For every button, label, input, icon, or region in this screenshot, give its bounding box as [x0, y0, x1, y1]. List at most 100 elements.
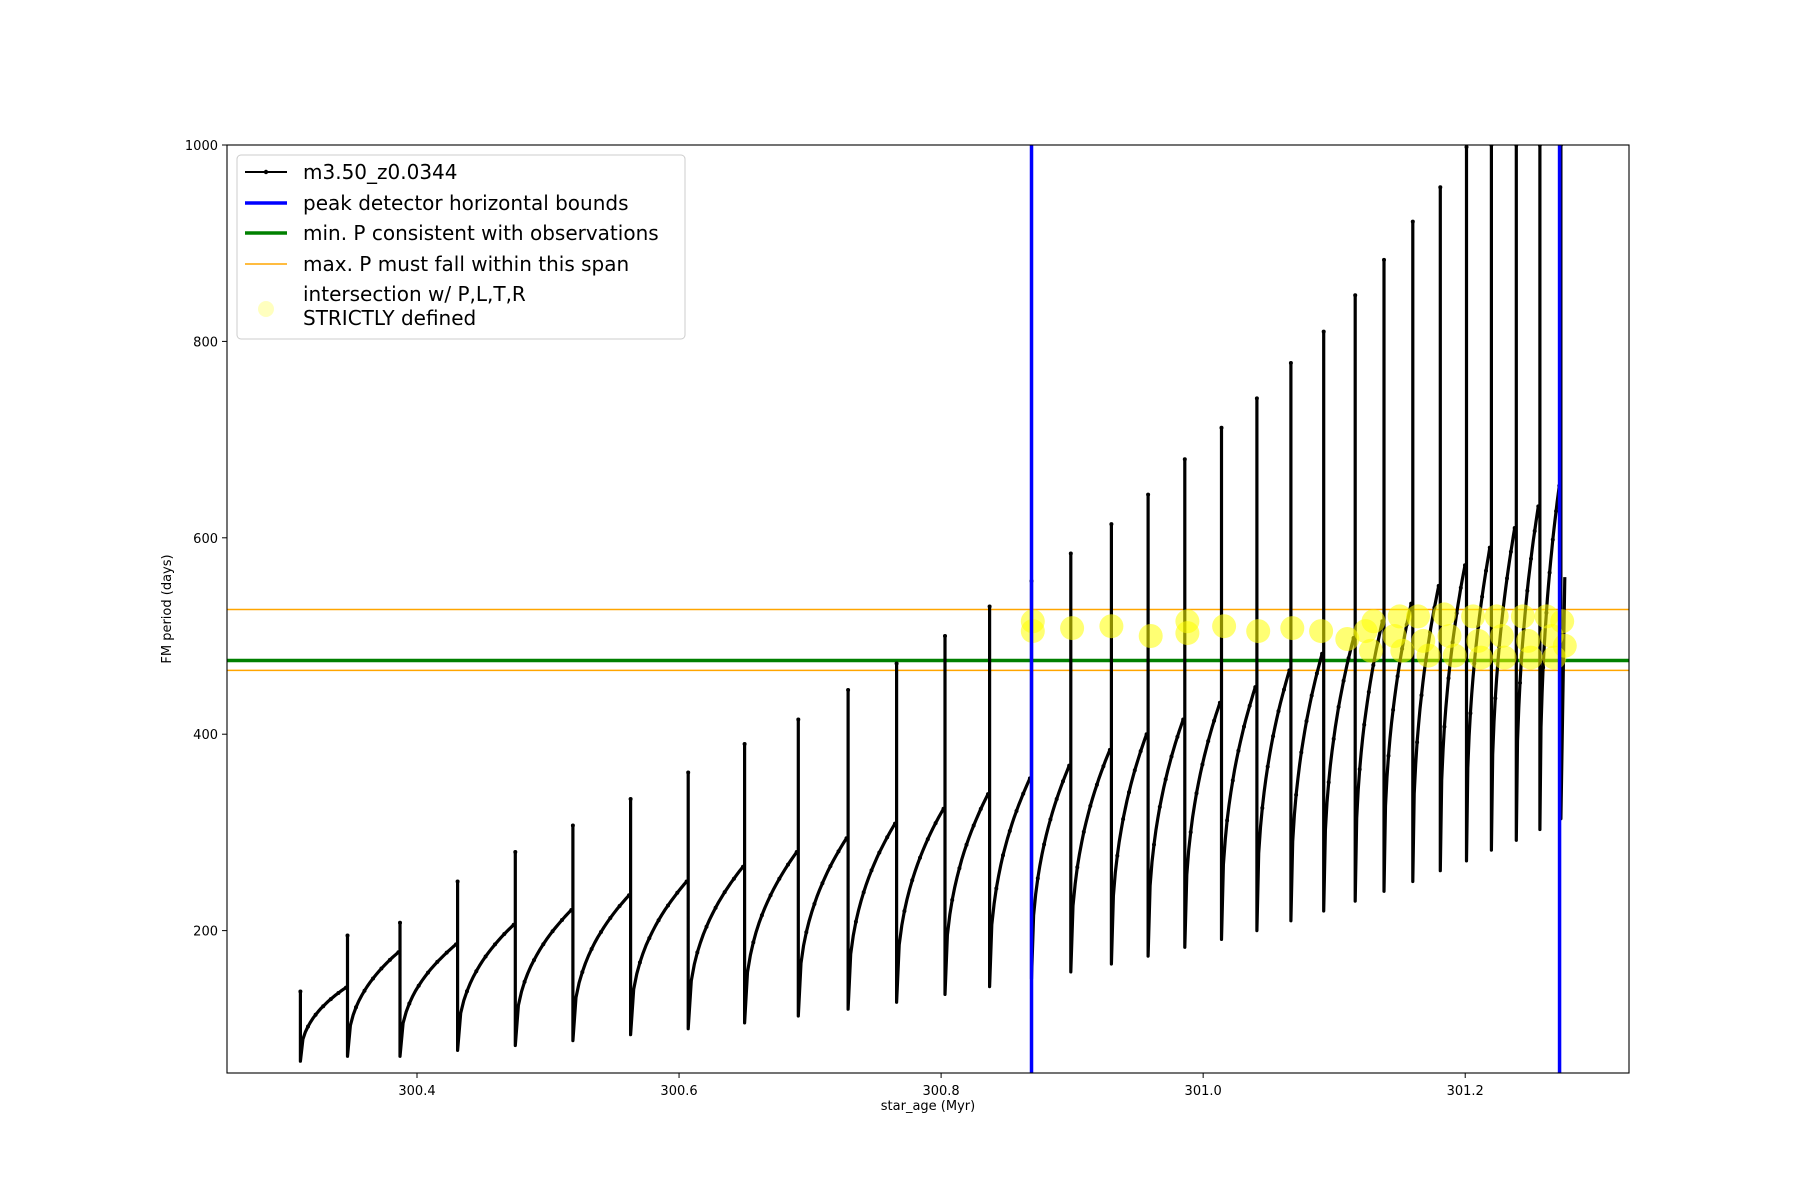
series-point: [971, 823, 976, 828]
series-point: [1182, 457, 1187, 462]
y-tick-label: 600: [193, 532, 218, 547]
series-point: [1094, 782, 1099, 787]
x-tick-label: 301.0: [1185, 1084, 1222, 1099]
series-point: [362, 988, 367, 993]
series-point: [1550, 537, 1555, 542]
legend-item-series: m3.50_z0.0344: [245, 160, 458, 184]
series-point: [1169, 754, 1174, 759]
series-point: [1541, 665, 1546, 670]
series-point: [1314, 671, 1319, 676]
intersection-point: [1387, 604, 1412, 629]
series-point: [1260, 806, 1265, 810]
series-point: [532, 958, 536, 963]
series-point: [455, 879, 460, 884]
intersection-point: [1432, 602, 1457, 627]
intersection-point: [1510, 604, 1535, 629]
series-point: [1442, 724, 1447, 729]
series-point: [1194, 791, 1199, 796]
series-point: [1554, 509, 1559, 514]
series-point: [794, 850, 799, 854]
series-point: [627, 893, 631, 898]
series-point: [1438, 185, 1443, 190]
series-point: [957, 866, 962, 871]
series-point: [820, 881, 825, 886]
legend-label-intersection-line-2: STRICTLY defined: [303, 306, 476, 330]
series-point: [1007, 829, 1012, 833]
legend-label-min-period: min. P consistent with observations: [303, 221, 659, 245]
series-point: [1242, 724, 1246, 729]
series-point: [465, 989, 469, 994]
legend-label-peak-bounds: peak detector horizontal bounds: [303, 191, 629, 215]
series-point: [1529, 556, 1533, 561]
x-tick-label: 300.4: [398, 1084, 435, 1099]
series-point: [1175, 734, 1180, 739]
series-point: [560, 918, 564, 922]
series-point: [599, 930, 603, 934]
series-point: [1081, 829, 1086, 834]
series-point: [844, 836, 849, 841]
legend-label-intersection-line-1: intersection w/ P,L,T,R: [303, 282, 526, 306]
series-point: [513, 850, 518, 854]
y-axis-label: FM period (days): [160, 554, 175, 663]
series-point: [321, 1004, 326, 1009]
series-point: [741, 864, 745, 869]
series-point: [910, 878, 915, 883]
series-point: [396, 950, 401, 955]
series-point: [345, 933, 350, 938]
series-point: [853, 919, 858, 924]
series-point: [454, 942, 458, 947]
x-tick-label: 300.8: [922, 1084, 959, 1099]
intersection-point: [1489, 624, 1514, 648]
series-point: [1366, 690, 1371, 694]
series-point: [1188, 830, 1193, 835]
series-point: [918, 855, 922, 860]
series-point: [846, 688, 851, 692]
series-point: [1468, 711, 1473, 716]
series-markers: [298, 145, 1563, 1029]
series-point: [964, 842, 969, 847]
series-point: [1346, 656, 1351, 661]
series-point: [1132, 768, 1137, 773]
intersection-point: [1484, 604, 1509, 629]
intersection-point: [1518, 645, 1543, 670]
legend-marker-swatch: [258, 301, 274, 317]
intersection-point: [1212, 614, 1237, 639]
series-point: [1254, 396, 1259, 401]
series-point: [1271, 734, 1276, 739]
series-point: [1480, 594, 1485, 599]
series-point: [1287, 668, 1292, 673]
series-point: [1217, 700, 1222, 705]
intersection-point: [1390, 638, 1415, 663]
series-point: [804, 930, 809, 935]
series-point: [1288, 361, 1293, 365]
series-point: [354, 1005, 358, 1010]
series-point: [493, 942, 497, 947]
series-point: [1163, 777, 1168, 782]
series-point: [1336, 704, 1341, 709]
intersection-point: [1552, 633, 1577, 658]
intersection-point: [1280, 616, 1305, 641]
series-point: [1299, 750, 1304, 755]
series-point: [1458, 585, 1463, 590]
series-point: [933, 821, 938, 826]
series-point: [656, 918, 661, 923]
series-point: [306, 1024, 310, 1029]
series-point: [1508, 549, 1513, 554]
series-point: [1115, 853, 1120, 858]
series-point: [713, 905, 718, 910]
series-point: [1230, 778, 1235, 783]
series-point: [387, 957, 392, 962]
series-point: [1304, 719, 1309, 724]
series-point: [751, 940, 756, 945]
series-point: [298, 989, 303, 994]
series-point: [1353, 293, 1358, 298]
series-point: [1068, 551, 1073, 556]
series-point: [1536, 504, 1541, 509]
intersection-point: [1175, 621, 1200, 646]
series-point: [695, 950, 700, 955]
series-point: [1247, 703, 1252, 708]
series-point: [474, 969, 479, 974]
series-point: [902, 909, 907, 914]
series-point: [371, 976, 375, 981]
series-point: [1035, 876, 1040, 881]
